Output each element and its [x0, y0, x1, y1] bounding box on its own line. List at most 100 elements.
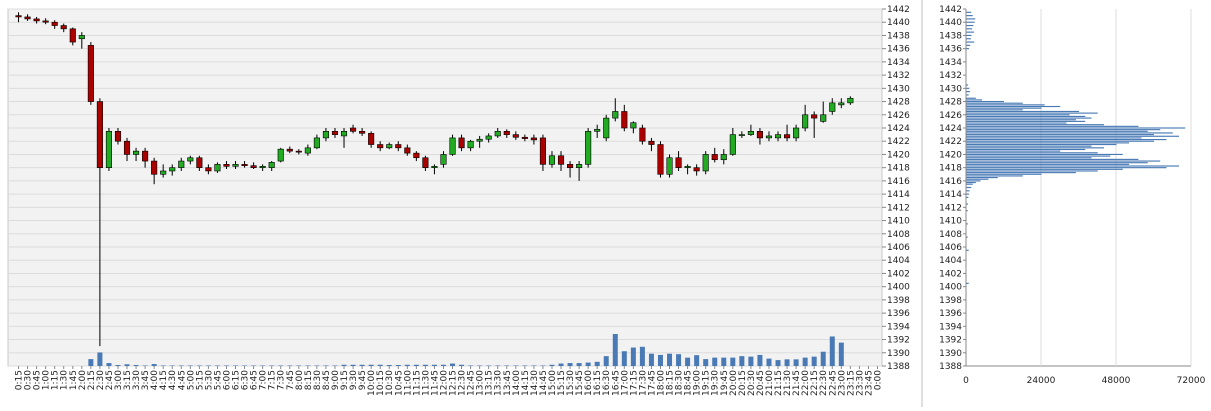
y-tick-label: 1402	[887, 269, 910, 279]
candle-body	[631, 123, 637, 128]
y-tick-label: 1406	[887, 243, 910, 253]
y-tick-label: 1418	[887, 164, 910, 174]
candle-body	[242, 164, 248, 165]
candle-body	[549, 156, 555, 165]
volume-bar	[694, 355, 699, 366]
candle-body	[142, 151, 148, 161]
candle-body	[224, 164, 230, 166]
profile-bar	[967, 250, 969, 251]
y-tick-label: 1390	[887, 349, 910, 359]
candle-body	[477, 139, 483, 141]
volume-bar	[115, 365, 120, 366]
y-tick-label: 1420	[887, 150, 910, 160]
candle-body	[52, 22, 58, 25]
candle-body	[522, 137, 528, 138]
profile-y-tick-label: 1392	[939, 336, 962, 346]
candle-body	[802, 115, 808, 128]
volume-bar	[369, 365, 374, 366]
volume-bar	[676, 354, 681, 366]
candle-body	[839, 103, 845, 105]
profile-bar	[967, 142, 1130, 143]
y-tick-label: 1392	[887, 336, 910, 346]
profile-bar	[967, 152, 1098, 153]
y-tick-label: 1442	[887, 5, 910, 15]
candle-body	[70, 29, 76, 42]
candle-body	[685, 166, 691, 167]
candle-body	[468, 141, 474, 148]
profile-bar	[967, 136, 1180, 137]
profile-bar	[967, 119, 1076, 120]
candle-body	[151, 161, 157, 174]
volume-bar	[97, 352, 102, 366]
profile-bar	[967, 111, 1080, 112]
volume-bar	[712, 358, 717, 366]
profile-bar	[967, 172, 1076, 173]
candle-body	[730, 135, 736, 155]
candle-body	[784, 135, 790, 138]
candle-body	[124, 141, 130, 154]
candle-body	[667, 158, 673, 175]
profile-bar	[967, 22, 975, 23]
volume-bar	[577, 363, 582, 366]
volume-bar	[703, 359, 708, 366]
profile-bar	[967, 103, 1023, 104]
candle-body	[106, 131, 112, 167]
profile-bar	[967, 129, 1161, 130]
candle-body	[233, 164, 239, 166]
candle-body	[504, 131, 510, 134]
profile-bar	[967, 177, 998, 178]
candle-body	[603, 118, 609, 138]
profile-bar	[967, 157, 1092, 158]
candle-body	[287, 149, 293, 151]
profile-bar	[967, 197, 969, 198]
volume-bar	[568, 363, 573, 366]
y-tick-label: 1434	[887, 58, 910, 68]
candle-body	[188, 158, 194, 161]
candle-body	[703, 154, 709, 171]
volume-bar	[459, 365, 464, 366]
profile-y-tick-label: 1406	[939, 243, 962, 253]
profile-y-tick-label: 1430	[939, 84, 962, 94]
candle-body	[405, 148, 411, 153]
profile-bar	[967, 139, 1167, 140]
profile-bar	[967, 131, 1148, 132]
candle-body	[820, 115, 826, 122]
candle-body	[368, 133, 374, 144]
x-tick-label: 0:00	[873, 370, 883, 390]
candle-body	[495, 131, 501, 136]
profile-bar	[967, 98, 976, 99]
candle-body	[739, 135, 745, 136]
candle-body	[215, 164, 221, 171]
candle-body	[278, 149, 284, 161]
profile-bar	[967, 165, 1180, 166]
y-tick-label: 1388	[887, 362, 910, 372]
profile-bar	[967, 147, 1105, 148]
profile-x-tick-label: 72000	[1177, 376, 1206, 386]
profile-y-tick-label: 1390	[939, 349, 962, 359]
candle-body	[206, 168, 212, 171]
candle-body	[694, 168, 700, 171]
candle-body	[61, 26, 67, 29]
profile-bar	[967, 126, 1139, 127]
candle-body	[558, 156, 564, 165]
profile-bar	[967, 48, 970, 49]
volume-bar	[125, 364, 130, 366]
y-tick-label: 1422	[887, 137, 910, 147]
candle-body	[197, 158, 203, 168]
volume-bar	[559, 364, 564, 366]
candle-body	[16, 16, 21, 17]
profile-bar	[967, 184, 973, 185]
y-tick-label: 1394	[887, 322, 910, 332]
profile-y-tick-label: 1396	[939, 309, 962, 319]
profile-bar	[967, 134, 1155, 135]
profile-bar	[967, 210, 968, 211]
profile-bar	[967, 124, 1105, 125]
volume-bar	[414, 365, 419, 366]
y-tick-label: 1430	[887, 84, 910, 94]
profile-bar	[967, 180, 981, 181]
profile-bar	[967, 137, 1142, 138]
profile-y-tick-label: 1404	[939, 256, 962, 266]
